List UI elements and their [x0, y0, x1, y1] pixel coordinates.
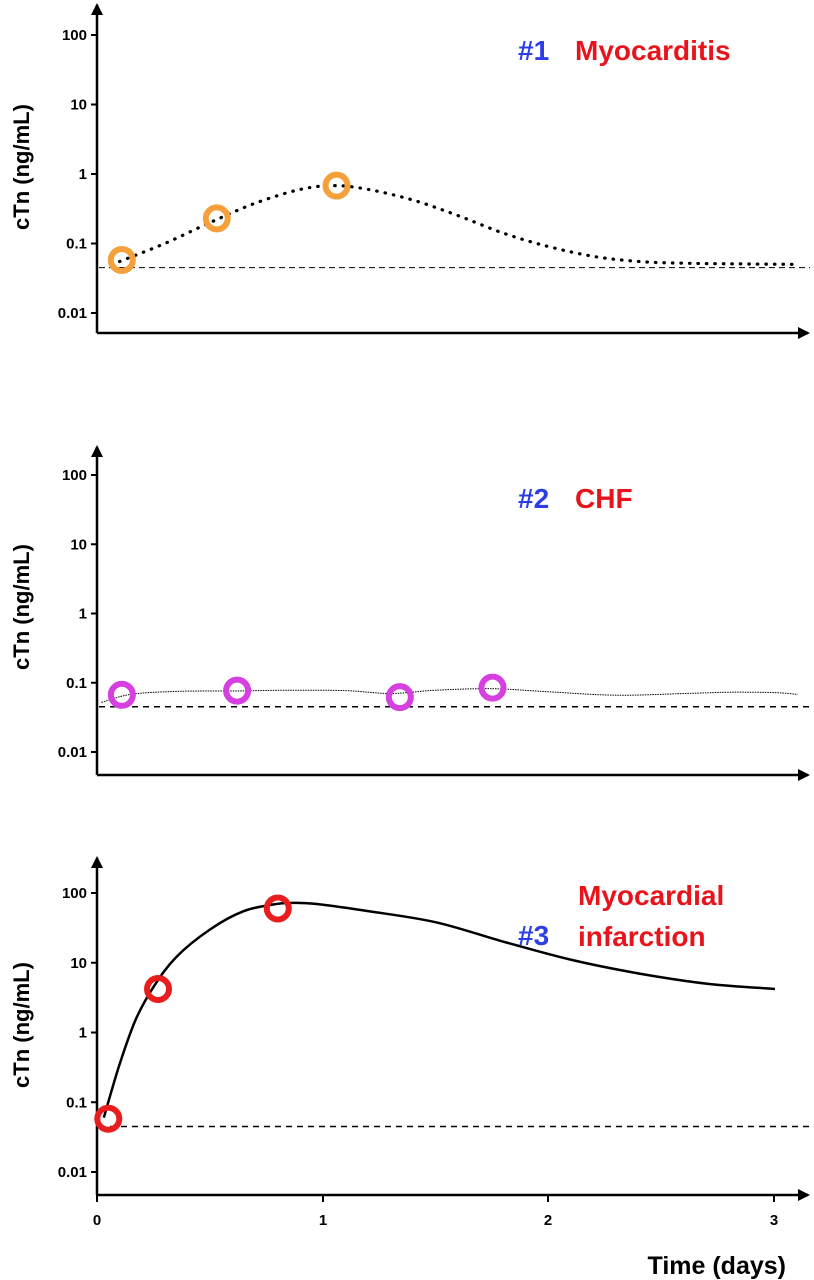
data-point [223, 676, 252, 705]
panel-number: #2 [518, 483, 549, 514]
panel-title: Myocarditis [575, 35, 731, 66]
y-tick-label: 100 [62, 885, 87, 902]
y-tick-label: 0.01 [58, 305, 87, 322]
y-tick-label: 10 [70, 955, 87, 972]
y-tick-label: 100 [62, 467, 87, 484]
panel-title: Myocardial [578, 880, 724, 911]
x-axis-label: Time (days) [648, 1252, 786, 1280]
data-point [478, 673, 507, 702]
y-tick-label: 0.01 [58, 744, 87, 761]
y-tick-label: 0.01 [58, 1164, 87, 1181]
chart-panel-1: 100 10 1 0.1 0.01 cTn (ng/mL) #1 Myocarditis [9, 3, 810, 339]
y-tick-label: 10 [70, 97, 87, 114]
y-tick-label: 0.1 [66, 675, 87, 692]
y-tick-label: 0.1 [66, 1094, 87, 1111]
y-tick-label: 10 [70, 536, 87, 553]
x-tick-label: 0 [93, 1212, 101, 1229]
chart-panel-2: 100 10 1 0.1 0.01 cTn (ng/mL) #2 CHF [9, 445, 810, 781]
y-tick-label: 1 [79, 1025, 87, 1042]
chart-panel-3: 100 10 1 0.1 0.01 cTn (ng/mL) 0 1 2 3 Time (days) #… [9, 856, 810, 1280]
data-point [144, 975, 173, 1004]
y-axis-label: cTn (ng/mL) [9, 962, 34, 1088]
x-tick-label: 1 [319, 1212, 327, 1229]
data-point [385, 683, 414, 712]
x-tick-label: 3 [770, 1212, 778, 1229]
x-tick-label: 2 [544, 1212, 552, 1229]
panel-number: #1 [518, 35, 549, 66]
data-point [94, 1104, 123, 1133]
panel-number: #3 [518, 920, 549, 951]
y-tick-label: 1 [79, 606, 87, 623]
y-tick-label: 100 [62, 27, 87, 44]
y-tick-label: 1 [79, 166, 87, 183]
panel-title: CHF [575, 483, 633, 514]
data-point [107, 680, 136, 709]
data-point [202, 204, 231, 233]
data-point [322, 171, 351, 200]
y-axis-label: cTn (ng/mL) [9, 104, 34, 230]
series-curve [101, 688, 798, 703]
y-axis-label: cTn (ng/mL) [9, 544, 34, 670]
panel-title: infarction [578, 921, 706, 952]
data-point [107, 245, 136, 274]
data-point [263, 894, 292, 923]
y-tick-label: 0.1 [66, 236, 87, 253]
